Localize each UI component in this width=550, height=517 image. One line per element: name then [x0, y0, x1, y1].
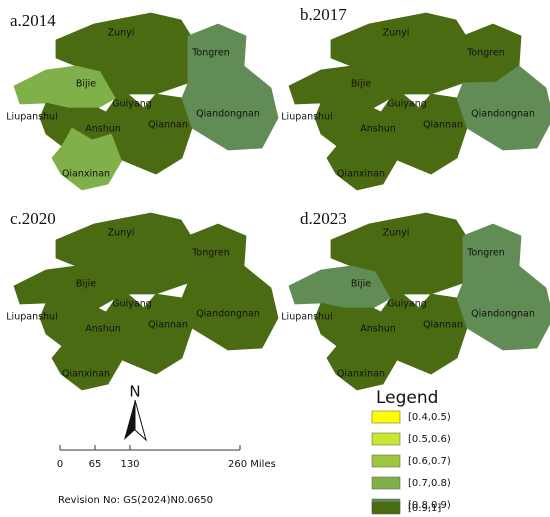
- panel-title: d.2023: [300, 209, 347, 228]
- region: [13, 265, 117, 309]
- region-label: Bijie: [351, 279, 371, 290]
- region-label: Anshun: [360, 324, 396, 335]
- region-label: Liupanshui: [281, 312, 332, 323]
- scale-bar: [59, 445, 241, 451]
- region-label: Anshun: [360, 124, 396, 135]
- north-label: N: [129, 383, 140, 401]
- panel-title: a.2014: [10, 11, 56, 30]
- revision: Revision No: GS(2024)N0.0650: [58, 495, 213, 506]
- panel-title: c.2020: [10, 209, 56, 228]
- region-label: Qiandongnan: [471, 109, 535, 120]
- region: [330, 12, 467, 95]
- region: [330, 212, 467, 295]
- region-label: Qiandongnan: [196, 309, 260, 320]
- region: [456, 65, 550, 151]
- region-label: Anshun: [85, 124, 121, 135]
- legend-label: [0.8,0.9): [408, 500, 451, 511]
- scale-label: 65: [89, 459, 102, 470]
- region: [55, 212, 192, 295]
- region-label: Qianxinan: [337, 169, 385, 180]
- region-label: Qiannan: [423, 320, 463, 331]
- region-label: Liupanshui: [6, 312, 57, 323]
- legend-swatch: [371, 410, 401, 424]
- region: [326, 327, 398, 391]
- region-label: Qianxinan: [337, 369, 385, 380]
- legend-label: [0.6,0.7): [408, 456, 451, 467]
- region: [13, 65, 117, 109]
- region-label: Qiandongnan: [196, 109, 260, 120]
- region-label: Qiannan: [148, 320, 188, 331]
- map-panel: Zunyi Tongren Bijie Guiyang Liupanshui Anshun…: [281, 212, 550, 391]
- region-label: Anshun: [85, 324, 121, 335]
- legend-label: [0.7,0.8): [408, 478, 451, 489]
- region: [51, 127, 123, 191]
- map-panel: Zunyi Tongren Bijie Guiyang Liupanshui Anshun…: [6, 212, 279, 391]
- legend-swatch: [371, 501, 401, 515]
- region: [326, 127, 398, 191]
- region-label: Liupanshui: [281, 112, 332, 123]
- region: [456, 265, 550, 351]
- region-label: Qiannan: [423, 120, 463, 131]
- legend-swatch: [371, 476, 401, 490]
- region-label: Qiandongnan: [471, 309, 535, 320]
- region-label: Guiyang: [387, 99, 427, 110]
- region-label: Qianxinan: [62, 169, 110, 180]
- region-label: Guiyang: [112, 99, 152, 110]
- region-label: Zunyi: [383, 228, 410, 239]
- region-label: Tongren: [191, 48, 230, 59]
- region-label: Zunyi: [108, 28, 135, 39]
- scale-label: 130: [120, 459, 139, 470]
- legend-swatch: [371, 454, 401, 468]
- legend-title: Legend: [376, 388, 438, 408]
- region: [181, 265, 279, 351]
- region: [288, 265, 392, 309]
- scale-label: 0: [57, 459, 63, 470]
- region-label: Qiannan: [148, 120, 188, 131]
- region-label: Bijie: [76, 79, 96, 90]
- region-label: Liupanshui: [6, 112, 57, 123]
- region-label: Tongren: [466, 48, 505, 59]
- legend-swatch: [371, 432, 401, 446]
- legend-label: [0.9,1]: [408, 503, 441, 514]
- region: [51, 327, 123, 391]
- region-label: Qianxinan: [62, 369, 110, 380]
- region-label: Tongren: [466, 248, 505, 259]
- region-label: Bijie: [76, 279, 96, 290]
- map-panel: Zunyi Tongren Bijie Guiyang Liupanshui Anshun…: [6, 12, 279, 191]
- map-panel: Zunyi Tongren Bijie Guiyang Liupanshui Anshun…: [281, 12, 550, 191]
- region-label: Guiyang: [387, 299, 427, 310]
- legend-label: [0.4,0.5): [408, 412, 451, 423]
- region: [181, 65, 279, 151]
- region: [288, 65, 392, 109]
- panel-title: b.2017: [300, 5, 347, 24]
- scale-label: 260 Miles: [228, 459, 276, 470]
- north-arrow: [124, 399, 147, 442]
- region-label: Bijie: [351, 79, 371, 90]
- region-label: Tongren: [191, 248, 230, 259]
- region-label: Zunyi: [383, 28, 410, 39]
- region-label: Guiyang: [112, 299, 152, 310]
- region: [55, 12, 192, 95]
- region-label: Zunyi: [108, 228, 135, 239]
- legend-label: [0.5,0.6): [408, 434, 451, 445]
